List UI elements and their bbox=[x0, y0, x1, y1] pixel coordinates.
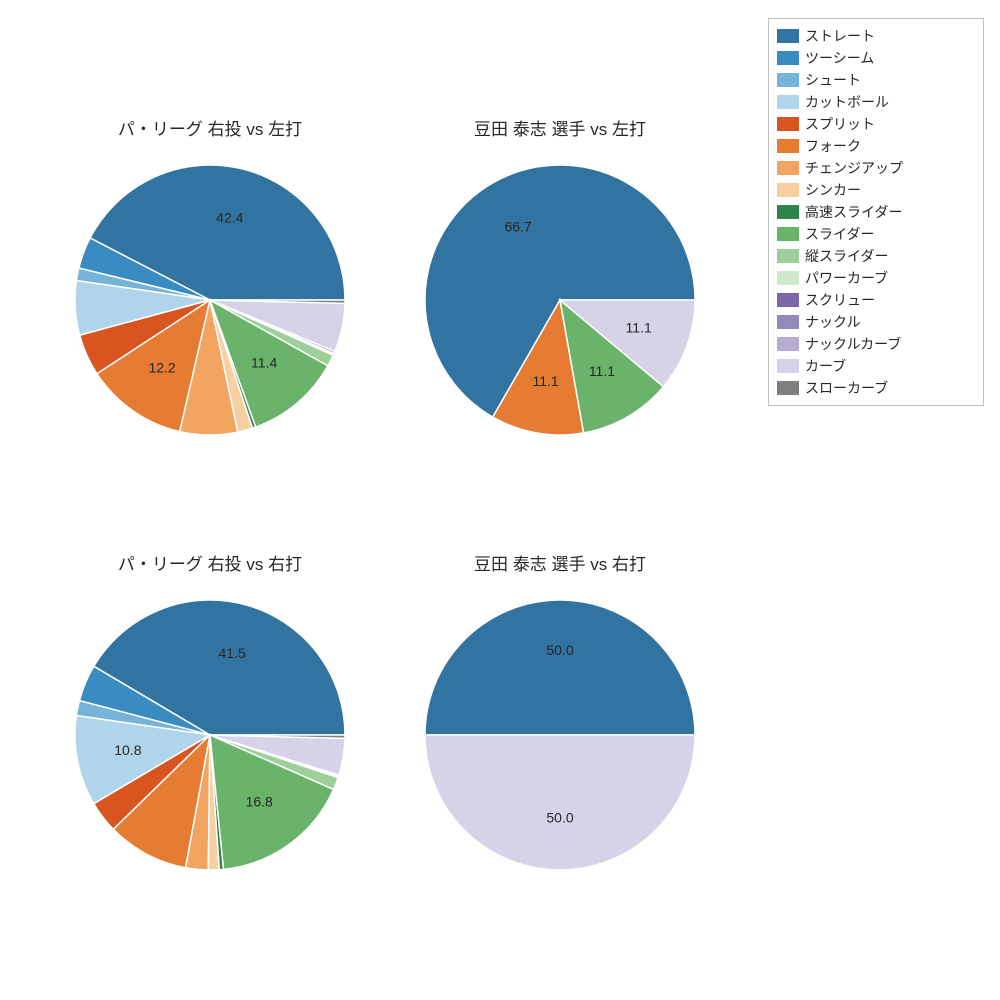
legend-swatch bbox=[777, 205, 799, 219]
legend-label: スプリット bbox=[805, 114, 875, 134]
slice-label-straight: 66.7 bbox=[504, 218, 531, 234]
legend-swatch bbox=[777, 183, 799, 197]
legend-item-knucklecurve: ナックルカーブ bbox=[777, 333, 975, 355]
legend-swatch bbox=[777, 51, 799, 65]
legend-swatch bbox=[777, 95, 799, 109]
legend-item-straight: ストレート bbox=[777, 25, 975, 47]
legend-item-twoseam: ツーシーム bbox=[777, 47, 975, 69]
legend-label: スライダー bbox=[805, 224, 874, 244]
pie-pl_rhp_vs_lhb: パ・リーグ 右投 vs 左打42.412.211.4 bbox=[70, 160, 350, 440]
chart-grid: パ・リーグ 右投 vs 左打 42.4 12.2 11.4 豆田 泰志 選手 vs 左打… bbox=[0, 0, 1000, 1000]
pie-title: パ・リーグ 右投 vs 左打 bbox=[70, 115, 350, 140]
slice-label-fork: 12.2 bbox=[148, 359, 175, 375]
pie-mameda_vs_lhb: 豆田 泰志 選手 vs 左打66.711.111.111.1 bbox=[420, 160, 700, 440]
legend-swatch bbox=[777, 73, 799, 87]
slice-label-curve: 50.0 bbox=[546, 809, 573, 825]
slice-label-slider: 11.4 bbox=[251, 355, 277, 371]
slice-label-straight: 42.4 bbox=[216, 209, 243, 225]
pie-title: 豆田 泰志 選手 vs 右打 bbox=[420, 550, 700, 575]
legend-label: 高速スライダー bbox=[805, 202, 902, 222]
legend-swatch bbox=[777, 315, 799, 329]
legend-item-screw: スクリュー bbox=[777, 289, 975, 311]
legend-label: カットボール bbox=[805, 92, 889, 112]
slice-label-curve: 11.1 bbox=[626, 319, 652, 335]
legend-item-curve: カーブ bbox=[777, 355, 975, 377]
legend-swatch bbox=[777, 29, 799, 43]
legend-swatch bbox=[777, 337, 799, 351]
slice-label-fork: 11.1 bbox=[533, 373, 559, 389]
legend-swatch bbox=[777, 249, 799, 263]
legend-item-knuckle: ナックル bbox=[777, 311, 975, 333]
legend-swatch bbox=[777, 271, 799, 285]
pie-svg: 50.0 50.0 bbox=[420, 595, 700, 875]
legend-item-slowcurve: スローカーブ bbox=[777, 377, 975, 399]
slice-straight bbox=[425, 600, 695, 735]
legend-label: パワーカーブ bbox=[805, 268, 888, 288]
slice-label-straight: 41.5 bbox=[218, 645, 245, 661]
legend: ストレートツーシームシュートカットボールスプリットフォークチェンジアップシンカー… bbox=[768, 18, 984, 406]
legend-swatch bbox=[777, 381, 799, 395]
legend-label: カーブ bbox=[805, 356, 846, 376]
legend-label: ツーシーム bbox=[805, 48, 874, 68]
legend-swatch bbox=[777, 161, 799, 175]
slice-label-straight: 50.0 bbox=[546, 642, 573, 658]
pie-title: パ・リーグ 右投 vs 右打 bbox=[70, 550, 350, 575]
legend-item-slider: スライダー bbox=[777, 223, 975, 245]
legend-item-fastslider: 高速スライダー bbox=[777, 201, 975, 223]
slice-label-slider: 11.1 bbox=[589, 363, 615, 379]
legend-label: ナックル bbox=[805, 312, 861, 332]
legend-label: ストレート bbox=[805, 26, 875, 46]
legend-label: シュート bbox=[805, 70, 861, 90]
legend-item-cutball: カットボール bbox=[777, 91, 975, 113]
legend-label: 縦スライダー bbox=[805, 246, 888, 266]
legend-label: フォーク bbox=[805, 136, 861, 156]
legend-item-powercurve: パワーカーブ bbox=[777, 267, 975, 289]
legend-item-fork: フォーク bbox=[777, 135, 975, 157]
legend-label: シンカー bbox=[805, 180, 861, 200]
legend-swatch bbox=[777, 139, 799, 153]
legend-swatch bbox=[777, 227, 799, 241]
legend-item-changeup: チェンジアップ bbox=[777, 157, 975, 179]
legend-swatch bbox=[777, 293, 799, 307]
legend-item-vslider: 縦スライダー bbox=[777, 245, 975, 267]
pie-svg: 41.5 10.8 16.8 bbox=[70, 595, 350, 875]
pie-pl_rhp_vs_rhb: パ・リーグ 右投 vs 右打41.510.816.8 bbox=[70, 595, 350, 875]
pie-mameda_vs_rhb: 豆田 泰志 選手 vs 右打50.050.0 bbox=[420, 595, 700, 875]
slice-label-cutball: 10.8 bbox=[114, 742, 141, 758]
slice-curve bbox=[425, 735, 695, 870]
slice-label-slider: 16.8 bbox=[246, 793, 273, 809]
pie-svg: 66.7 11.1 11.1 11.1 bbox=[420, 160, 700, 440]
legend-label: チェンジアップ bbox=[805, 158, 903, 178]
pie-title: 豆田 泰志 選手 vs 左打 bbox=[420, 115, 700, 140]
legend-item-split: スプリット bbox=[777, 113, 975, 135]
legend-item-sinker: シンカー bbox=[777, 179, 975, 201]
legend-label: スクリュー bbox=[805, 290, 875, 310]
legend-label: スローカーブ bbox=[805, 378, 888, 398]
legend-label: ナックルカーブ bbox=[805, 334, 901, 354]
legend-swatch bbox=[777, 359, 799, 373]
legend-item-shoot: シュート bbox=[777, 69, 975, 91]
legend-swatch bbox=[777, 117, 799, 131]
pie-svg: 42.4 12.2 11.4 bbox=[70, 160, 350, 440]
